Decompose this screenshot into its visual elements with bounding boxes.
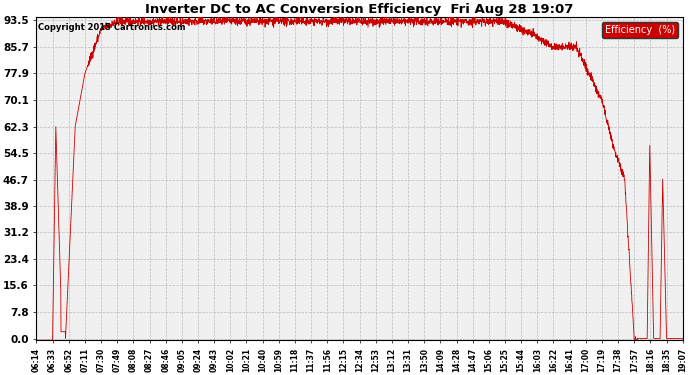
Title: Inverter DC to AC Conversion Efficiency  Fri Aug 28 19:07: Inverter DC to AC Conversion Efficiency … (146, 3, 574, 16)
Legend: Efficiency  (%): Efficiency (%) (602, 22, 678, 38)
Text: Copyright 2015 Cartronics.com: Copyright 2015 Cartronics.com (38, 23, 185, 32)
